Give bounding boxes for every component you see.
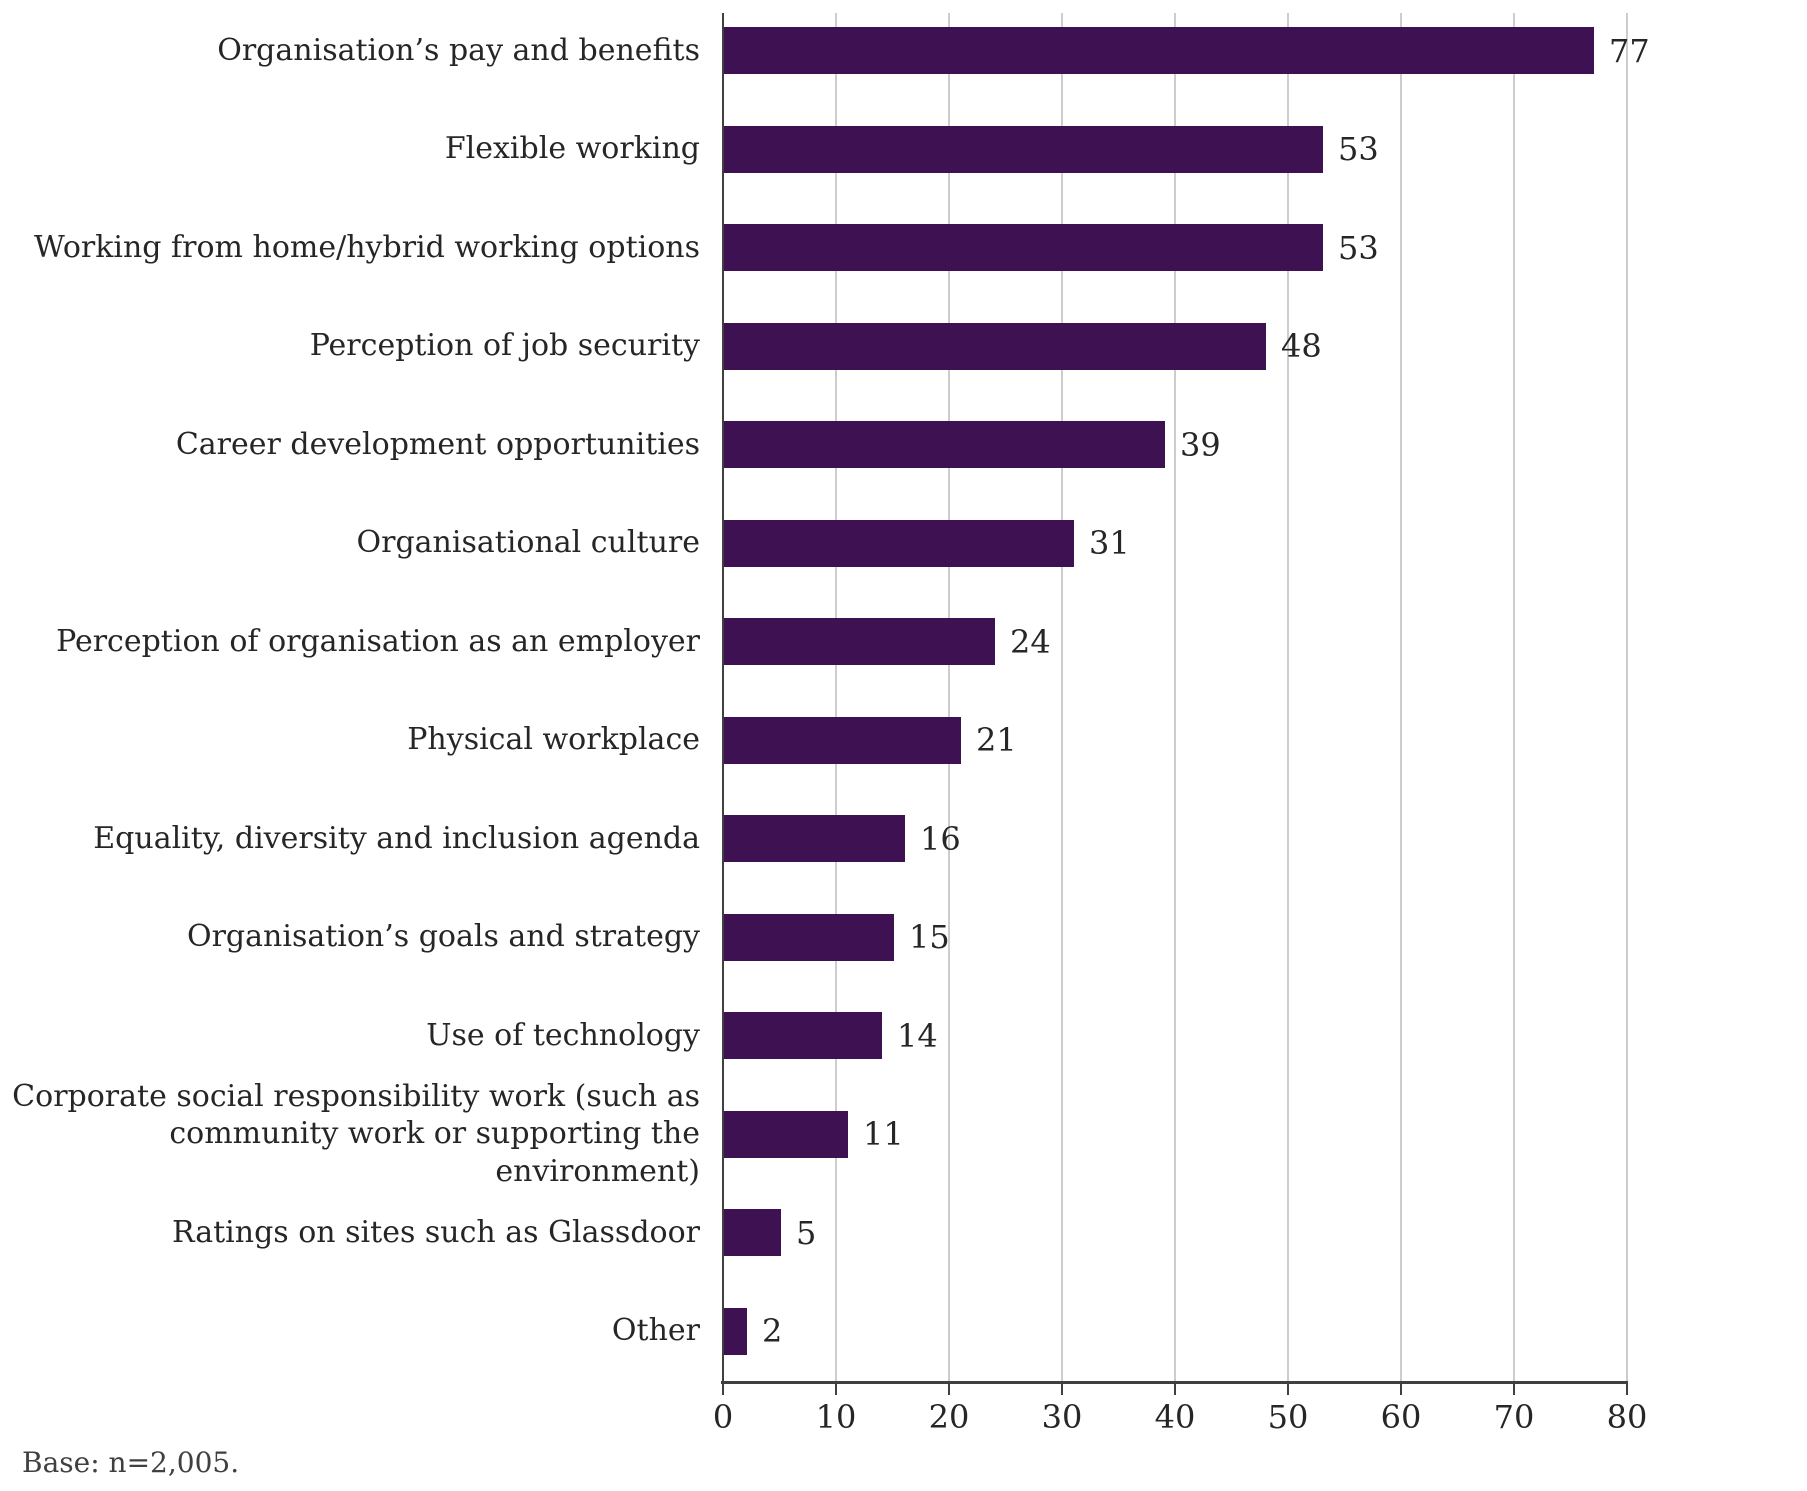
- x-axis-line: [721, 1381, 1628, 1384]
- x-axis-tick: [1174, 1384, 1176, 1395]
- value-label: 53: [1338, 130, 1379, 168]
- category-label: Ratings on sites such as Glassdoor: [171, 1214, 700, 1250]
- gridline: [835, 13, 837, 1381]
- x-axis-tick-label: 80: [1606, 1398, 1648, 1436]
- bar: [724, 421, 1165, 468]
- value-label: 53: [1338, 228, 1379, 267]
- gridline: [1626, 13, 1628, 1381]
- value-label: 16: [920, 819, 961, 858]
- gridline: [1513, 13, 1515, 1381]
- value-label: 39: [1180, 425, 1221, 464]
- bar: [724, 1209, 781, 1256]
- gridline: [1174, 13, 1176, 1381]
- bar: [724, 815, 905, 862]
- x-axis-tick: [1400, 1384, 1402, 1395]
- x-axis-tick-label: 40: [1154, 1398, 1196, 1436]
- x-axis-tick: [1287, 1384, 1289, 1395]
- value-label: 15: [909, 918, 950, 956]
- value-label: 31: [1089, 524, 1130, 562]
- x-axis-tick: [835, 1384, 837, 1395]
- x-axis-tick-label: 30: [1041, 1398, 1083, 1436]
- gridline: [1400, 13, 1402, 1381]
- bar: [724, 27, 1594, 74]
- bar: [724, 1308, 747, 1355]
- x-axis-tick: [1061, 1384, 1063, 1395]
- value-label: 77: [1609, 31, 1650, 70]
- bar: [724, 717, 961, 764]
- x-axis-tick: [722, 1384, 724, 1395]
- bar: [724, 224, 1323, 271]
- y-axis-line: [722, 13, 724, 1384]
- bar: [724, 323, 1266, 370]
- value-label: 21: [976, 721, 1017, 759]
- category-label: Physical workplace: [407, 722, 700, 758]
- bar: [724, 618, 995, 665]
- value-label: 5: [796, 1213, 817, 1252]
- category-label: Working from home/hybrid working options: [34, 229, 700, 265]
- value-label: 48: [1281, 327, 1322, 365]
- category-label: Organisation’s goals and strategy: [187, 919, 700, 955]
- category-label: Organisation’s pay and benefits: [217, 32, 700, 68]
- gridline: [1061, 13, 1063, 1381]
- category-label: Equality, diversity and inclusion agenda: [93, 820, 700, 856]
- bar: [724, 914, 894, 961]
- category-label: Organisational culture: [356, 525, 700, 561]
- x-axis-tick: [948, 1384, 950, 1395]
- bar: [724, 520, 1074, 567]
- gridline: [1287, 13, 1289, 1381]
- x-axis-tick: [1626, 1384, 1628, 1395]
- x-axis-tick-label: 70: [1493, 1398, 1535, 1436]
- value-label: 14: [897, 1016, 938, 1055]
- base-note: Base: n=2,005.: [22, 1446, 240, 1479]
- value-label: 2: [762, 1312, 783, 1350]
- category-label: Corporate social responsibility work (su…: [12, 1078, 700, 1189]
- category-label: Perception of organisation as an employe…: [56, 623, 700, 659]
- bar: [724, 1111, 848, 1158]
- gridline: [948, 13, 950, 1381]
- category-label: Career development opportunities: [175, 426, 700, 462]
- category-label: Flexible working: [444, 131, 700, 167]
- x-axis-tick-label: 0: [712, 1398, 734, 1436]
- value-label: 11: [863, 1115, 904, 1153]
- category-label: Perception of job security: [309, 328, 700, 364]
- category-label: Other: [611, 1313, 700, 1349]
- category-label: Use of technology: [426, 1017, 700, 1053]
- bar: [724, 126, 1323, 173]
- x-axis-tick-label: 60: [1380, 1398, 1422, 1436]
- value-label: 24: [1010, 622, 1051, 661]
- x-axis-tick-label: 50: [1267, 1398, 1309, 1436]
- bar: [724, 1012, 882, 1059]
- x-axis-tick-label: 20: [928, 1398, 970, 1436]
- x-axis-tick-label: 10: [815, 1398, 857, 1436]
- x-axis-tick: [1513, 1384, 1515, 1395]
